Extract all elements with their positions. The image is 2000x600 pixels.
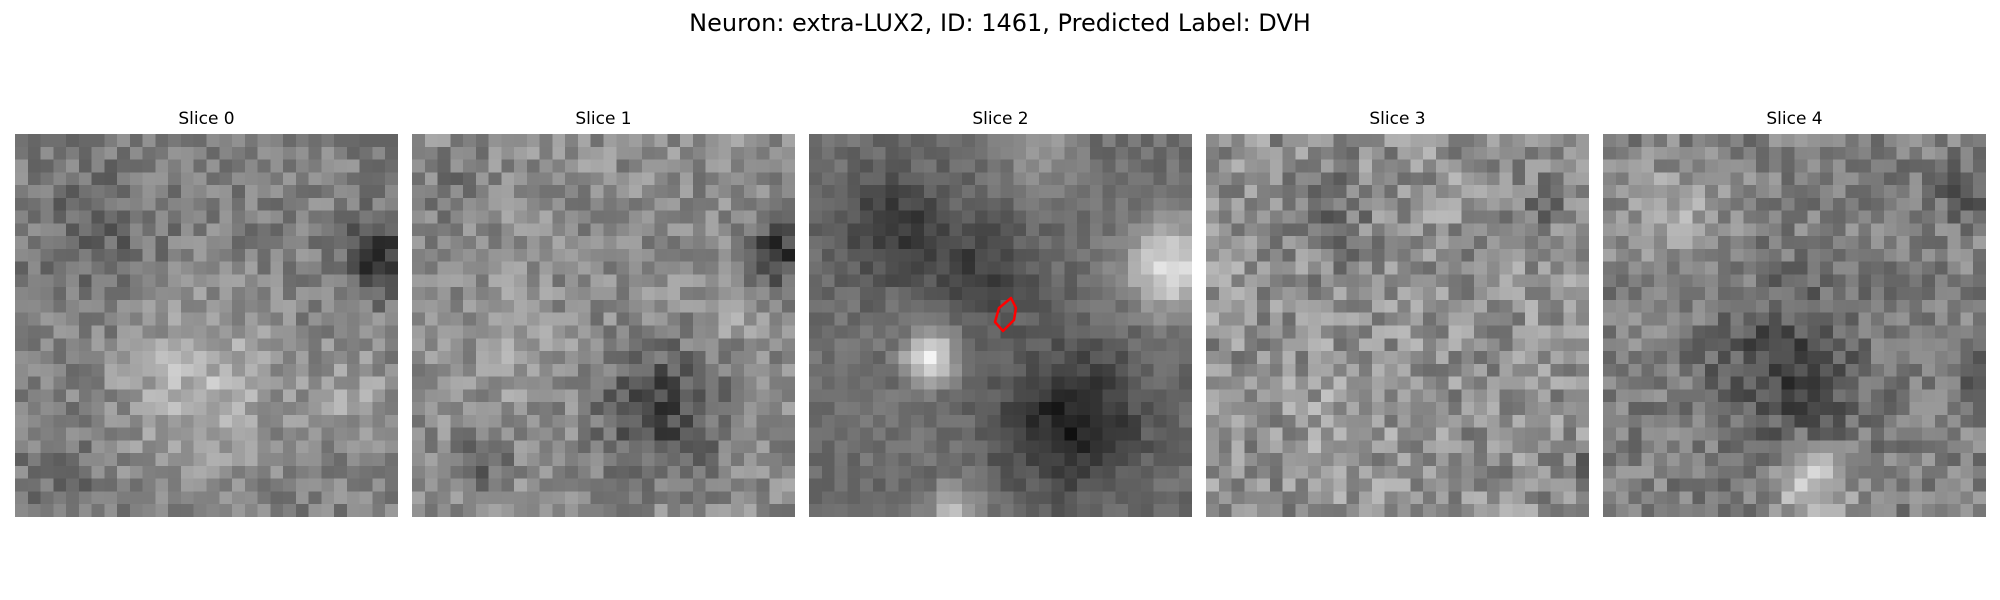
slice-title-2: Slice 2 [972, 109, 1029, 129]
slice-title-3: Slice 3 [1369, 109, 1426, 129]
slice-panel-0: Slice 0 [15, 108, 398, 517]
figure-title: Neuron: extra-LUX2, ID: 1461, Predicted … [689, 9, 1311, 37]
slice-title-1: Slice 1 [575, 109, 632, 129]
slice-panel-2: Slice 2 [809, 108, 1192, 517]
slice-image-1 [412, 134, 795, 517]
slice-image-4 [1603, 134, 1986, 517]
slice-image-2 [809, 134, 1192, 517]
slice-panel-1: Slice 1 [412, 108, 795, 517]
slice-panel-4: Slice 4 [1603, 108, 1986, 517]
slice-image-3 [1206, 134, 1589, 517]
slice-panel-3: Slice 3 [1206, 108, 1589, 517]
slice-title-0: Slice 0 [178, 109, 235, 129]
slice-image-0 [15, 134, 398, 517]
slice-title-4: Slice 4 [1766, 109, 1823, 129]
